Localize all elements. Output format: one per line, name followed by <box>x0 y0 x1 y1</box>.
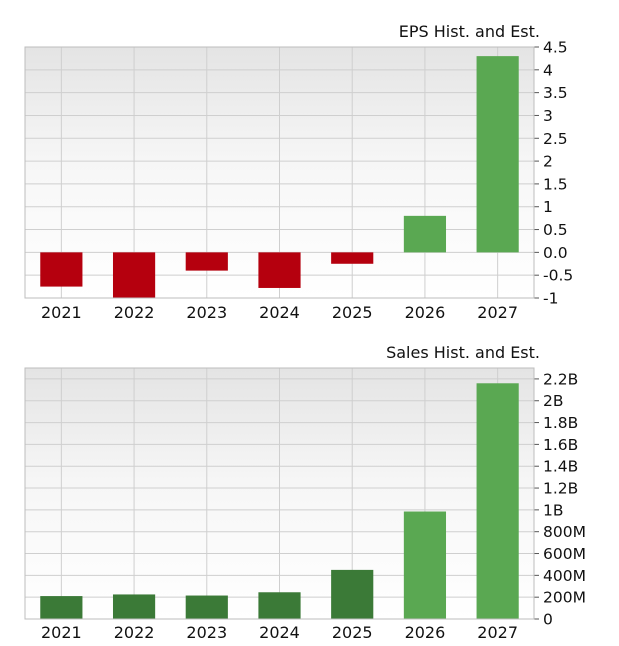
y-tick-label: 1.6B <box>543 436 578 454</box>
y-tick-label: 1.5 <box>543 175 568 193</box>
chart-title: Sales Hist. and Est. <box>386 343 540 362</box>
x-tick-label: 2023 <box>186 623 227 642</box>
y-tick-label: 0.5 <box>543 221 568 239</box>
x-tick-label: 2025 <box>332 303 373 322</box>
bar-2027 <box>476 56 519 253</box>
x-tick-label: 2027 <box>477 303 518 322</box>
y-tick-label: -1 <box>543 290 558 308</box>
x-tick-label: 2021 <box>41 623 82 642</box>
y-tick-label: 3.5 <box>543 84 568 102</box>
x-tick-label: 2023 <box>186 303 227 322</box>
bar-2024 <box>258 252 301 288</box>
y-tick-label: 4 <box>543 61 553 79</box>
bar-2022 <box>112 594 156 619</box>
bar-2026 <box>403 511 447 619</box>
x-tick-label: 2027 <box>477 623 518 642</box>
y-tick-label: 1 <box>543 198 553 216</box>
y-tick-label: 200M <box>543 589 586 607</box>
x-tick-label: 2021 <box>41 303 82 322</box>
y-tick-label: 2.5 <box>543 130 568 148</box>
y-tick-label: 1B <box>543 501 564 519</box>
bar-2021 <box>40 596 83 619</box>
bar-2023 <box>185 252 228 271</box>
bar-2023 <box>185 595 228 619</box>
chart-title: EPS Hist. and Est. <box>399 22 540 41</box>
plot-frame <box>24 46 535 299</box>
x-tick-label: 2022 <box>114 303 155 322</box>
x-tick-label: 2024 <box>259 623 300 642</box>
y-tick-label: 600M <box>543 545 586 563</box>
x-tick-label: 2022 <box>114 623 155 642</box>
x-tick-label: 2026 <box>405 623 446 642</box>
y-tick-label: -0.5 <box>543 267 573 285</box>
y-tick-label: 1.2B <box>543 480 578 498</box>
plot-frame <box>24 367 535 620</box>
y-tick-label: 4.5 <box>543 39 568 57</box>
y-tick-label: 0 <box>543 611 553 629</box>
bar-2021 <box>40 252 83 287</box>
y-tick-label: 800M <box>543 523 586 541</box>
x-tick-label: 2024 <box>259 303 300 322</box>
y-tick-label: 400M <box>543 567 586 585</box>
y-tick-label: 2.2B <box>543 370 578 388</box>
bar-2027 <box>476 383 519 619</box>
bar-2022 <box>112 252 156 298</box>
y-tick-label: 0.0 <box>543 244 568 262</box>
bar-2026 <box>403 215 447 253</box>
x-tick-label: 2026 <box>405 303 446 322</box>
bar-2025 <box>331 252 374 264</box>
chart-sales: Sales Hist. and Est. 0 200M 400M 600M 800M 1B 1… <box>24 343 586 642</box>
y-tick-label: 2 <box>543 153 553 171</box>
x-tick-label: 2025 <box>332 623 373 642</box>
bar-2025 <box>331 569 374 619</box>
y-tick-label: 1.8B <box>543 414 578 432</box>
y-tick-label: 3 <box>543 107 553 125</box>
chart-eps: EPS Hist. and Est. -1 -0.5 0.0 0.5 1 1.5 2 2.5 3 3… <box>24 22 573 322</box>
y-tick-label: 1.4B <box>543 458 578 476</box>
bar-2024 <box>258 592 301 619</box>
y-tick-label: 2B <box>543 392 564 410</box>
